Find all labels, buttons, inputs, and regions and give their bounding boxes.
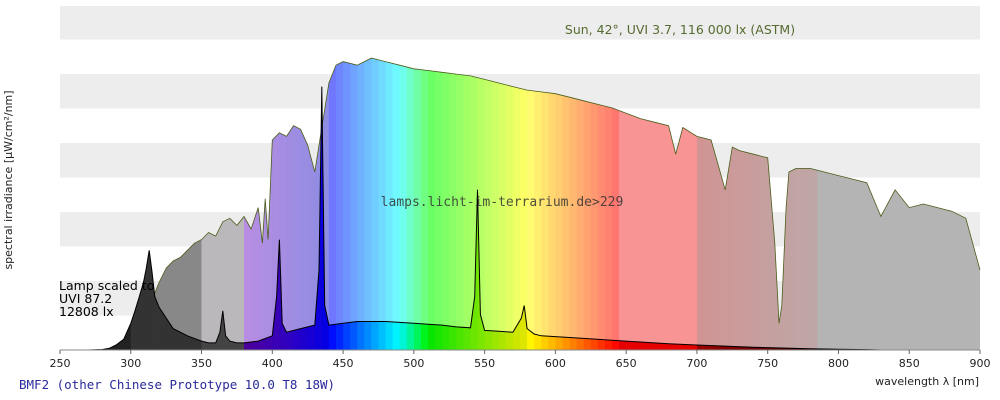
x-tick-label: 550 (474, 357, 495, 370)
x-ticks: 250 300 350 400 450 500 550 600 650 700 750 800 850 9… (50, 350, 991, 370)
lamp-label-line3: 12808 lx (59, 304, 114, 319)
x-tick-label: 450 (333, 357, 354, 370)
x-tick-label: 800 (828, 357, 849, 370)
x-tick-label: 600 (545, 357, 566, 370)
y-axis-label: spectral irradiance [µW/cm²/nm] (2, 90, 15, 269)
grid-band (60, 6, 980, 40)
x-tick-label: 900 (970, 357, 991, 370)
x-axis-label: wavelength λ [nm] (875, 375, 979, 388)
grid-band (60, 39, 980, 74)
x-tick-label: 750 (757, 357, 778, 370)
watermark: lamps.licht-im-terrarium.de>229 (381, 195, 624, 210)
sun-label: Sun, 42°, UVI 3.7, 116 000 lx (ASTM) (565, 22, 795, 37)
x-tick-label: 650 (616, 357, 637, 370)
x-tick-label: 850 (899, 357, 920, 370)
x-tick-label: 250 (50, 357, 71, 370)
lamp-label-line2: UVI 87.2 (59, 291, 112, 306)
x-tick-label: 350 (191, 357, 212, 370)
lamp-spectrum-line (88, 86, 881, 351)
sun-spectrum-line (123, 57, 981, 351)
x-tick-label: 400 (262, 357, 283, 370)
lamp-label-line1: Lamp scaled to (59, 278, 154, 293)
x-tick-label: 500 (403, 357, 424, 370)
lamp-caption: BMF2 (other Chinese Prototype 10.0 T8 18… (19, 377, 335, 392)
x-tick-label: 300 (120, 357, 141, 370)
x-tick-label: 700 (686, 357, 707, 370)
